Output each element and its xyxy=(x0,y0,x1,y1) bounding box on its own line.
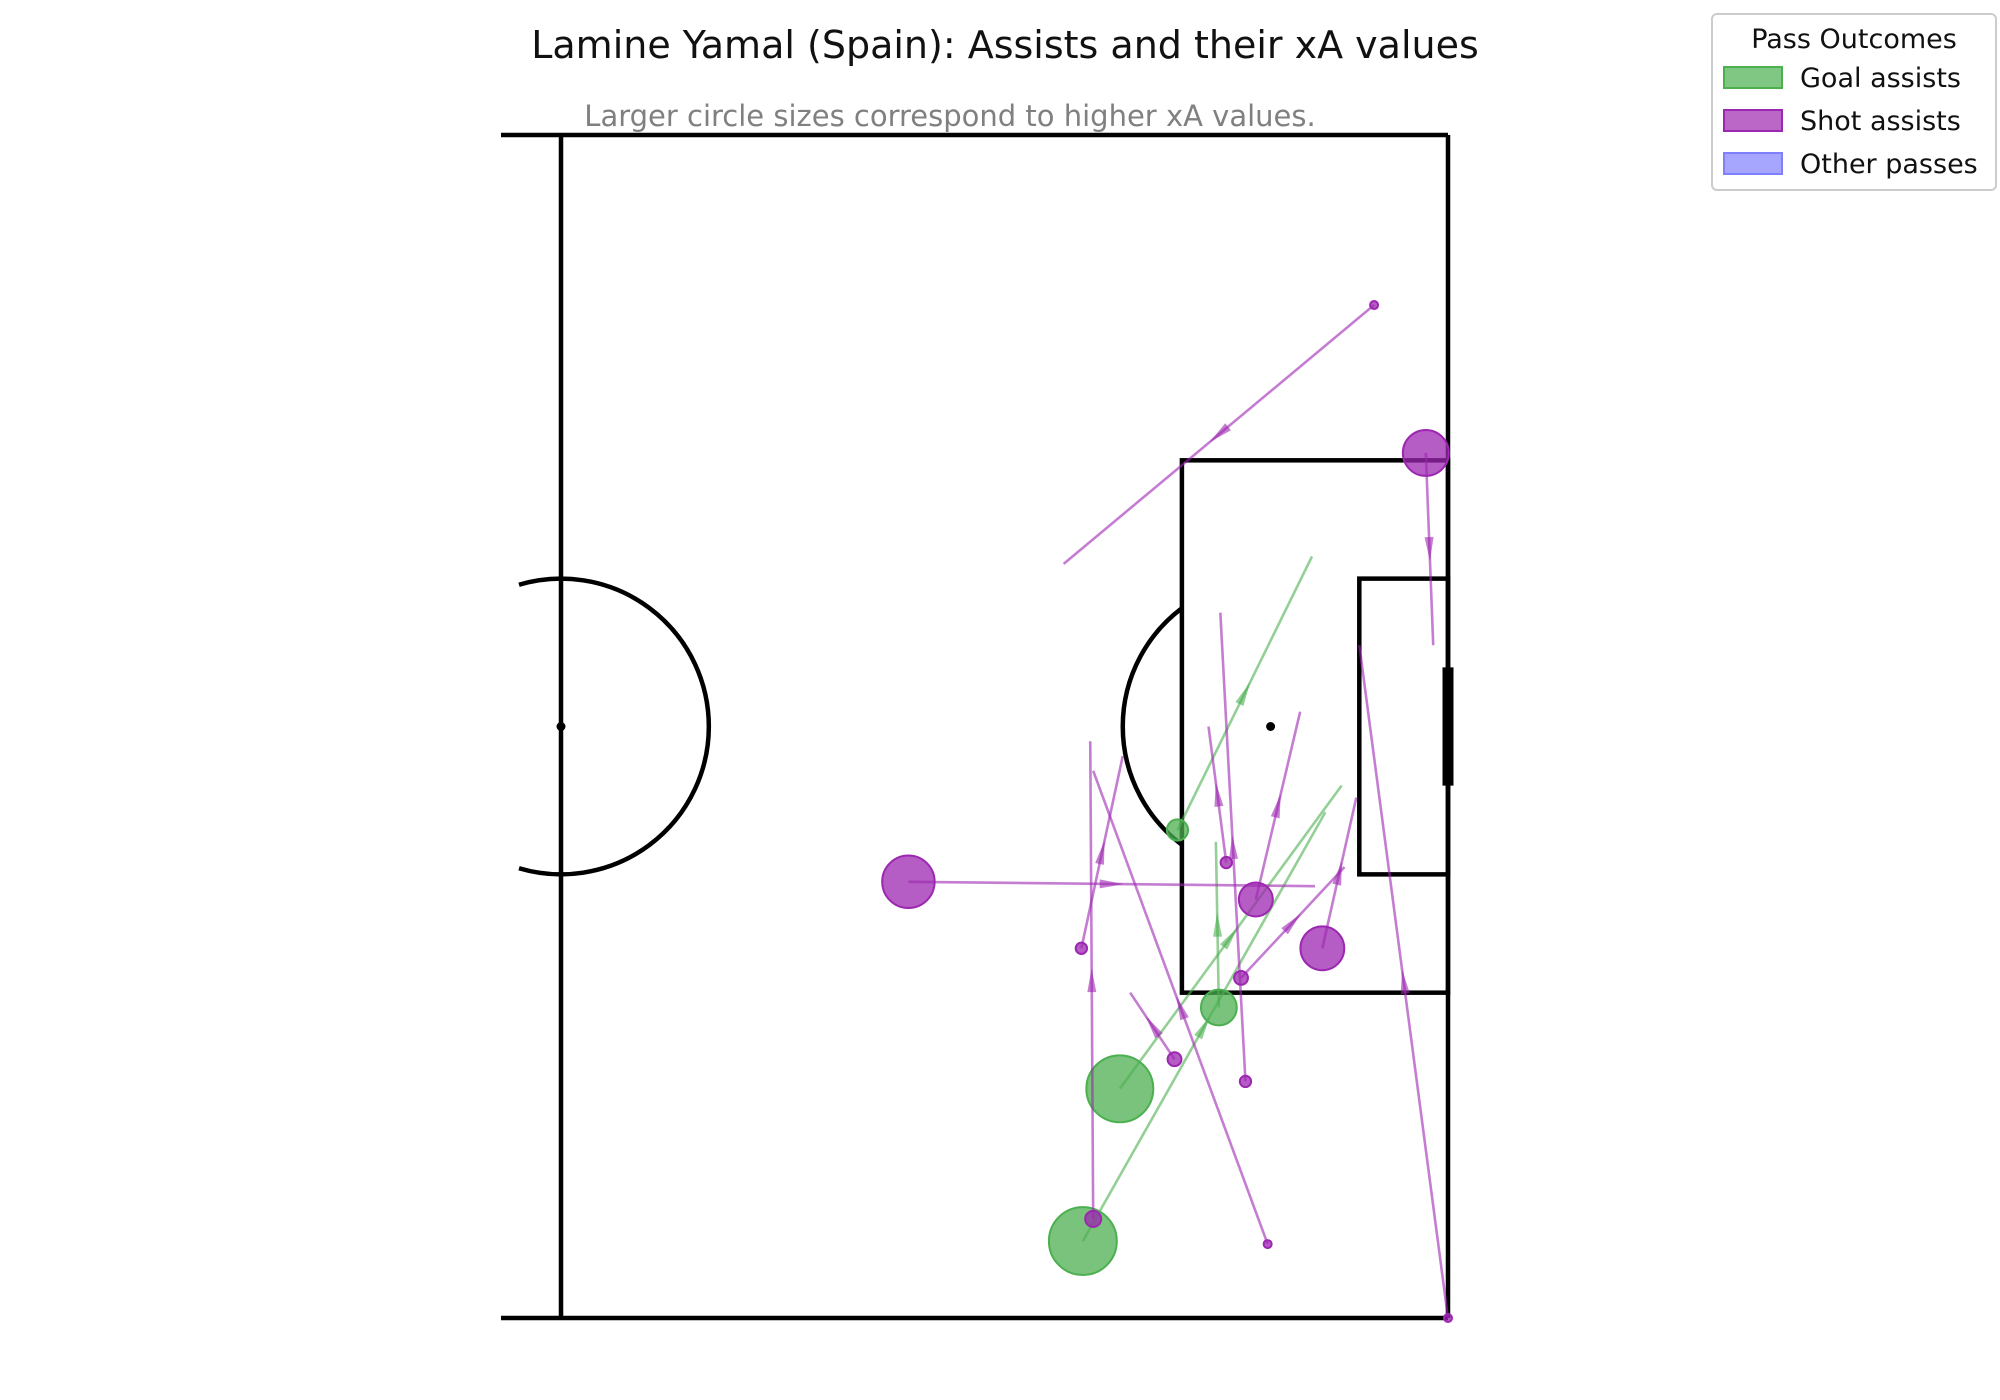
goal-assists-origin-2 xyxy=(1047,1206,1118,1277)
penalty-spot xyxy=(1266,722,1276,731)
legend-swatch-shot-assists xyxy=(1723,109,1783,132)
chart-subtitle: Larger circle sizes correspond to higher… xyxy=(584,99,1315,133)
legend-frame xyxy=(1711,13,1997,191)
centre-circle xyxy=(518,576,711,877)
pitch xyxy=(501,132,1454,1321)
legend-label-goal-assists: Goal assists xyxy=(1800,63,1961,94)
shot-assists-origin-3 xyxy=(1299,925,1346,972)
shot-assists-arrowhead-9 xyxy=(1095,840,1105,865)
shot-assists-arrowhead-13 xyxy=(1209,423,1231,443)
penalty-box xyxy=(1179,458,1451,995)
passes-layer xyxy=(881,300,1453,1323)
goal-assists-arrowhead-3 xyxy=(1213,912,1223,937)
shot-assists-arrowhead-6 xyxy=(1145,1015,1163,1039)
shot-assists-arrowhead-2 xyxy=(1424,536,1434,562)
chart-title: Lamine Yamal (Spain): Assists and their … xyxy=(531,23,1479,67)
legend-swatch-other-passes xyxy=(1723,152,1783,175)
legend-label-shot-assists: Shot assists xyxy=(1800,106,1961,137)
goal-assists-arrowhead-1 xyxy=(1219,927,1238,950)
shot-assists-arrowhead-8 xyxy=(1214,782,1224,808)
centre-spot xyxy=(556,722,566,731)
penalty-arc xyxy=(1120,606,1184,847)
shot-assists-arrowhead-11 xyxy=(1176,996,1189,1021)
shot-assists-arrowhead-7 xyxy=(1281,913,1301,935)
six-yard-box xyxy=(1357,576,1451,877)
legend-title: Pass Outcomes xyxy=(1751,24,1957,55)
shot-assists-arrowhead-10 xyxy=(1229,835,1239,860)
shot-assists-arrowhead-12 xyxy=(1400,969,1410,995)
legend-swatch-goal-assists xyxy=(1723,66,1783,89)
shot-assists-arrowhead-5 xyxy=(1087,968,1097,993)
shot-assists-arrowhead-1 xyxy=(1099,879,1124,889)
legend: Pass Outcomes Goal assists Shot assists Ot… xyxy=(1711,13,1997,191)
goal-assists-arrowhead-2 xyxy=(1194,1016,1210,1040)
goal-assists-arrowhead-4 xyxy=(1235,682,1251,706)
legend-label-other-passes: Other passes xyxy=(1800,149,1978,180)
shot-assists-arrowhead-4 xyxy=(1270,793,1281,819)
